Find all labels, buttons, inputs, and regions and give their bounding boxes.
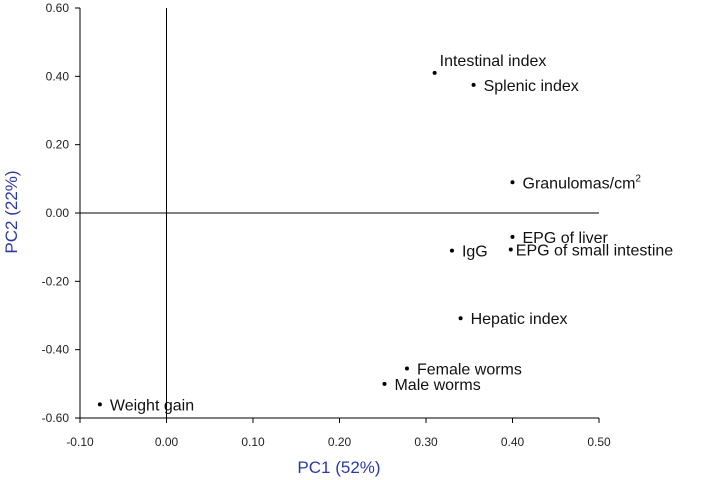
x-tick-label: 0.10	[241, 435, 265, 449]
points-group: Intestinal index Splenic index Granulomas/…	[97, 53, 674, 414]
point-intestinal-index	[432, 70, 437, 75]
y-tick-label: -0.20	[42, 274, 70, 288]
point-label-splenic-index: Splenic index	[484, 78, 579, 95]
point-label-igg: IgG	[462, 244, 488, 261]
point-epg-of-small-intestine	[508, 247, 513, 252]
y-tick-label: 0.40	[46, 69, 70, 83]
point-female-worms	[404, 366, 409, 371]
point-label-female-worms: Female worms	[417, 361, 522, 378]
y-tick-label: -0.40	[42, 343, 70, 357]
point-splenic-index	[471, 82, 476, 87]
point-label-hepatic-index: Hepatic index	[471, 311, 568, 328]
point-label-epg-of-small-intestine: EPG of small intestine	[516, 243, 674, 260]
x-tick-label: -0.10	[66, 435, 94, 449]
x-tick-label: 0.40	[501, 435, 525, 449]
point-label-epg-of-liver: EPG of liver	[523, 230, 609, 247]
y-axis-title: PC2 (22%)	[2, 170, 21, 253]
point-hepatic-index	[458, 316, 463, 321]
point-label-male-worms: Male worms	[394, 377, 480, 394]
superscript: 2	[635, 173, 641, 184]
point-weight-gain	[97, 402, 102, 407]
x-axis-title: PC1 (52%)	[297, 458, 380, 477]
point-label-granulomas-cm: Granulomas/cm2	[523, 173, 642, 192]
y-tick-label: -0.60	[42, 411, 70, 425]
point-granulomas-cm	[510, 180, 515, 185]
axes-group: 0.60 0.40 0.20 0.00 -0.20 -0.40 -0.60 -0.10 0.00…	[42, 1, 611, 449]
x-tick-label: 0.20	[328, 435, 352, 449]
x-tick-label: 0.00	[155, 435, 179, 449]
x-tick-label: 0.50	[587, 435, 611, 449]
point-label-intestinal-index: Intestinal index	[440, 53, 547, 70]
point-male-worms	[382, 381, 387, 386]
y-tick-label: 0.00	[46, 206, 70, 220]
point-igg	[449, 248, 454, 253]
x-tick-label: 0.30	[414, 435, 438, 449]
y-tick-label: 0.20	[46, 138, 70, 152]
point-label-weight-gain: Weight gain	[110, 397, 194, 414]
y-tick-label: 0.60	[46, 1, 70, 15]
point-epg-of-liver	[510, 234, 515, 239]
